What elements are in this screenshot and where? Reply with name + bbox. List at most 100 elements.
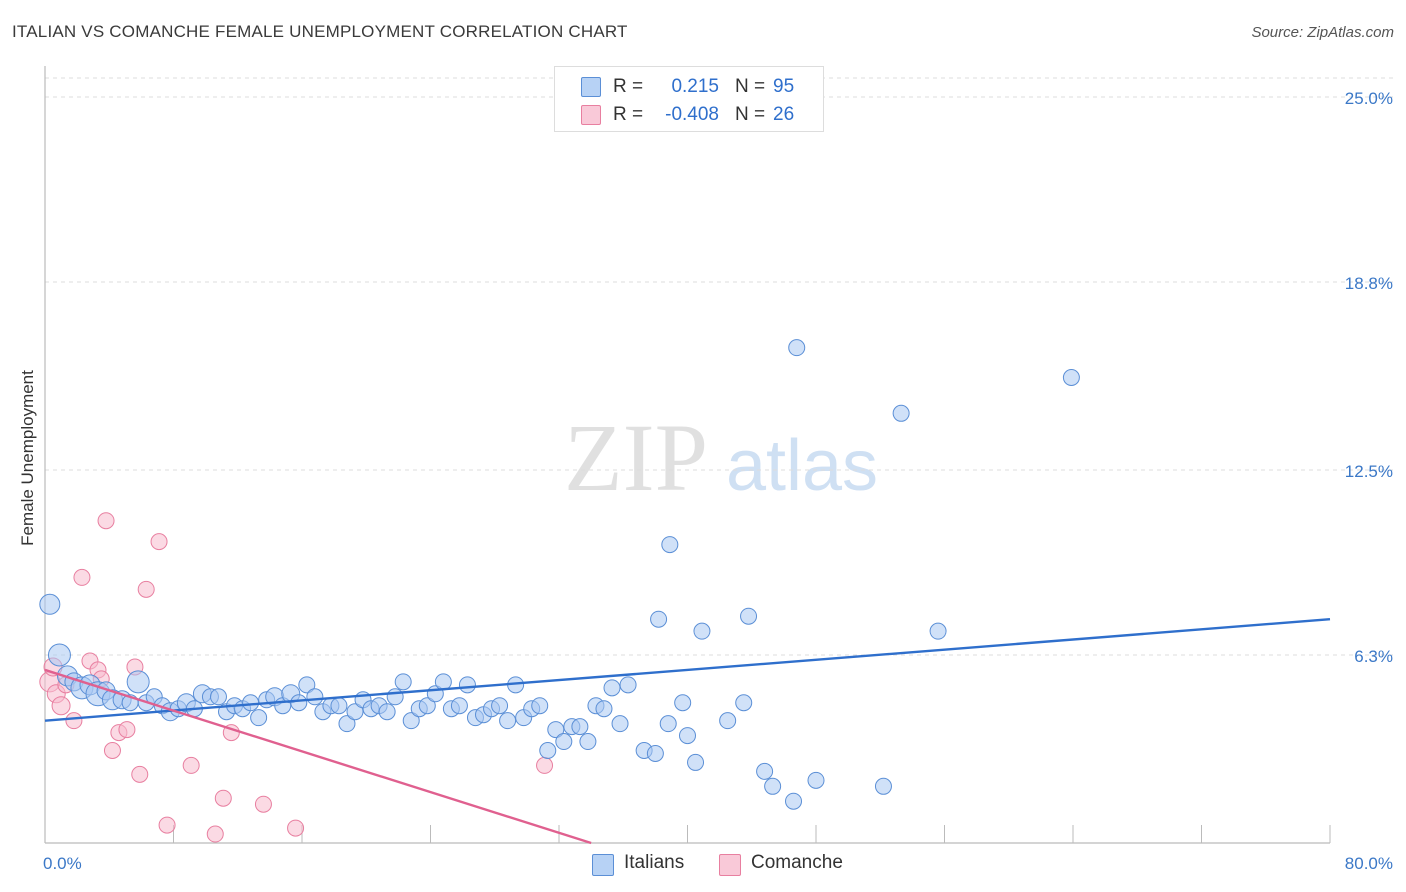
italians-point (807, 771, 825, 789)
axes (44, 66, 1331, 844)
x-tick-label: 0.0% (43, 854, 82, 873)
legend-r-label: R = (613, 104, 644, 125)
legend-r-label: R = (613, 76, 644, 97)
comanche-point (536, 756, 554, 774)
comanche-point (214, 789, 232, 807)
italians-point (539, 741, 557, 759)
correlation-legend: R = 0.215 N = 95 R = -0.408 N = 26 (554, 66, 824, 132)
italians-point (209, 688, 227, 706)
gridlines (45, 77, 1395, 656)
y-tick-label: 18.8% (1345, 274, 1393, 293)
italians-point (418, 697, 436, 715)
legend-r-value: 0.215 (671, 76, 719, 97)
italians-point (39, 593, 61, 615)
y-axis-title: Female Unemployment (18, 370, 37, 546)
italians-point (298, 676, 316, 694)
italians-point (661, 536, 679, 554)
italians-point (386, 688, 404, 706)
italians-point (892, 404, 910, 422)
italians-legend-label: Italians (624, 852, 685, 873)
italians-legend-swatch (592, 854, 614, 876)
italians-point (491, 697, 509, 715)
points-layer (39, 91, 1080, 843)
italians-point (687, 753, 705, 771)
comanche-point (97, 512, 115, 530)
italians-point (679, 727, 696, 745)
italians-point (764, 777, 782, 795)
italians-point (402, 712, 420, 730)
comanche-swatch (581, 105, 601, 125)
italians-point (555, 733, 573, 751)
italians-point (306, 688, 324, 706)
comanche-point (150, 533, 168, 551)
italians-point (603, 679, 621, 697)
italians-point (338, 715, 356, 733)
italians-point (785, 792, 803, 810)
y-tick-label: 6.3% (1354, 647, 1393, 666)
comanche-legend-swatch (719, 854, 741, 876)
comanche-point (65, 712, 83, 730)
comanche-point (137, 580, 155, 598)
italians-point (579, 733, 597, 751)
italians-point (126, 670, 150, 694)
italians-point (458, 676, 476, 694)
italians-point (394, 673, 412, 691)
comanche-point (51, 696, 71, 716)
italians-point (735, 694, 753, 712)
italians-point (1062, 368, 1080, 386)
comanche-point (103, 741, 121, 759)
italians-point (547, 721, 565, 739)
comanche-point (206, 825, 224, 843)
italians-point (646, 744, 664, 762)
italians-point (434, 673, 452, 691)
comanche-point (287, 819, 305, 837)
italians-point (595, 700, 613, 718)
italians-point (499, 712, 517, 730)
italians-point (874, 777, 892, 795)
comanche-point (131, 765, 149, 783)
legend-n-value: 95 (773, 76, 795, 97)
italians-point (619, 676, 637, 694)
italians-point (378, 703, 396, 721)
y-tick-label: 12.5% (1345, 462, 1393, 481)
italians-point (250, 709, 268, 727)
italians-point (47, 643, 71, 667)
legend-row-comanche: R = -0.408 N = 26 (555, 100, 823, 130)
italians-point (650, 610, 668, 628)
italians-point (674, 694, 692, 712)
page-title: ITALIAN VS COMANCHE FEMALE UNEMPLOYMENT … (12, 22, 628, 41)
comanche-point (182, 756, 200, 774)
italians-trend-line (44, 618, 1331, 722)
legend-n-value: 26 (773, 104, 795, 125)
italians-point (531, 697, 549, 715)
x-tick-label: 80.0% (1345, 854, 1393, 873)
italians-point (719, 712, 737, 730)
y-tick-label: 25.0% (1345, 89, 1393, 108)
italians-swatch (581, 77, 601, 97)
italians-point (788, 339, 806, 357)
italians-point (346, 703, 364, 721)
comanche-point (73, 568, 91, 586)
trend-lines (44, 618, 1331, 845)
italians-point (693, 622, 711, 640)
italians-point (242, 694, 260, 712)
watermark-atlas: atlas (726, 426, 878, 506)
watermark-zip: ZIP (564, 404, 708, 511)
legend-n-label: N = (735, 104, 766, 125)
italians-point (611, 715, 629, 733)
italians-point (756, 762, 774, 780)
legend-row-italians: R = 0.215 N = 95 (555, 72, 823, 102)
tick-labels: 6.3% 12.5% 18.8% 25.0% 0.0% 80.0% (43, 89, 1393, 873)
comanche-point (254, 795, 272, 813)
italians-point (290, 694, 308, 712)
italians-point (659, 715, 677, 733)
comanche-trend-line (44, 668, 592, 845)
legend-n-label: N = (735, 76, 766, 97)
comanche-legend-label: Comanche (751, 852, 843, 873)
italians-point (450, 697, 468, 715)
legend-r-value: -0.408 (665, 104, 719, 125)
italians-point (330, 697, 348, 715)
italians-point (929, 622, 947, 640)
italians-point (740, 607, 758, 625)
